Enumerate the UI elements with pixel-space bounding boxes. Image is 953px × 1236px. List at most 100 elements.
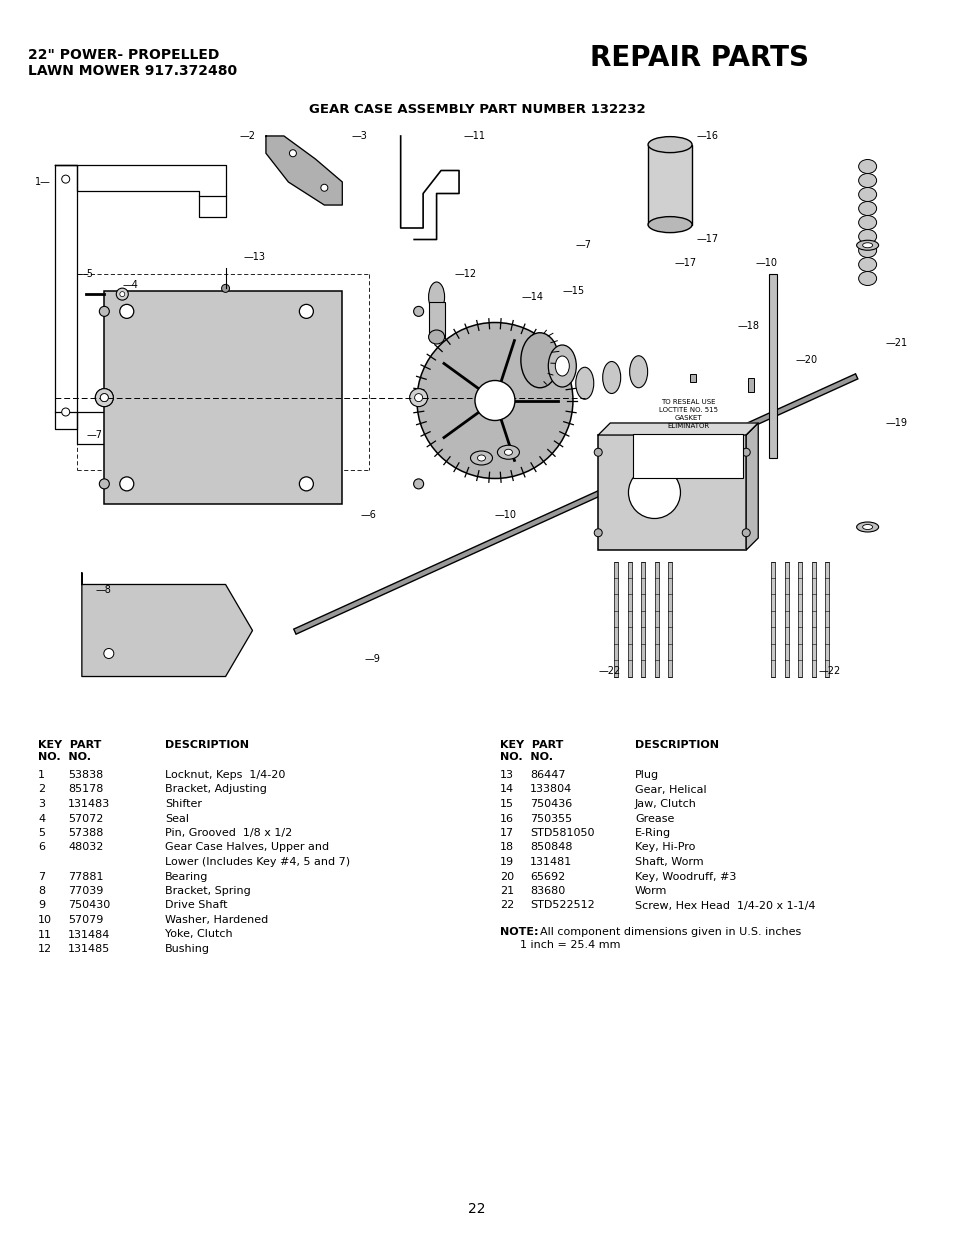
Text: Grease: Grease xyxy=(635,813,674,823)
Circle shape xyxy=(100,393,109,402)
Text: 133804: 133804 xyxy=(530,785,572,795)
Ellipse shape xyxy=(576,367,593,399)
Text: —9: —9 xyxy=(364,654,380,664)
Text: 1—: 1— xyxy=(34,177,51,187)
Text: Key, Woodruff, #3: Key, Woodruff, #3 xyxy=(635,871,736,881)
Ellipse shape xyxy=(504,449,512,455)
Text: 16: 16 xyxy=(499,813,514,823)
Text: —12: —12 xyxy=(454,269,476,279)
Text: —13: —13 xyxy=(243,252,265,262)
Text: 57388: 57388 xyxy=(68,828,103,838)
Bar xyxy=(798,561,801,676)
Text: 1: 1 xyxy=(38,770,45,780)
Text: 750430: 750430 xyxy=(68,901,111,911)
Bar xyxy=(104,292,342,504)
Text: Pin, Grooved  1/8 x 1/2: Pin, Grooved 1/8 x 1/2 xyxy=(165,828,292,838)
Ellipse shape xyxy=(647,216,691,232)
Circle shape xyxy=(475,381,515,420)
Text: 131485: 131485 xyxy=(68,944,111,954)
Text: 77039: 77039 xyxy=(68,886,103,896)
Text: TO RESEAL USE
LOCTITE NO. 515
GASKET
ELIMINATOR: TO RESEAL USE LOCTITE NO. 515 GASKET ELI… xyxy=(658,399,717,429)
Text: Shifter: Shifter xyxy=(165,798,202,810)
Text: 14: 14 xyxy=(499,785,514,795)
Circle shape xyxy=(414,307,423,316)
Text: —2: —2 xyxy=(239,131,254,141)
Text: 131483: 131483 xyxy=(68,798,111,810)
Text: Key, Hi-Pro: Key, Hi-Pro xyxy=(635,843,695,853)
Text: —4: —4 xyxy=(122,281,138,290)
Circle shape xyxy=(289,150,296,157)
Text: 7: 7 xyxy=(38,871,45,881)
Circle shape xyxy=(62,408,70,417)
Circle shape xyxy=(320,184,328,192)
Text: 57079: 57079 xyxy=(68,915,103,925)
Ellipse shape xyxy=(497,445,518,460)
Text: —3: —3 xyxy=(351,131,367,141)
Text: 22" POWER- PROPELLED: 22" POWER- PROPELLED xyxy=(28,48,219,62)
Ellipse shape xyxy=(858,201,876,215)
Bar xyxy=(689,373,695,382)
Ellipse shape xyxy=(520,332,558,388)
Ellipse shape xyxy=(602,361,620,393)
Bar xyxy=(768,274,777,459)
Bar xyxy=(747,377,753,392)
Circle shape xyxy=(416,323,573,478)
Bar xyxy=(811,561,815,676)
Text: 85178: 85178 xyxy=(68,785,103,795)
Text: 77881: 77881 xyxy=(68,871,103,881)
Circle shape xyxy=(120,477,133,491)
Ellipse shape xyxy=(428,330,444,344)
Circle shape xyxy=(116,288,128,300)
Text: —17: —17 xyxy=(674,257,696,267)
Text: Locknut, Keps  1/4-20: Locknut, Keps 1/4-20 xyxy=(165,770,285,780)
Text: Seal: Seal xyxy=(165,813,189,823)
Text: Bracket, Spring: Bracket, Spring xyxy=(165,886,251,896)
Text: GEAR CASE ASSEMBLY PART NUMBER 132232: GEAR CASE ASSEMBLY PART NUMBER 132232 xyxy=(309,103,644,116)
Circle shape xyxy=(95,388,113,407)
Circle shape xyxy=(409,388,427,407)
Ellipse shape xyxy=(858,173,876,188)
Circle shape xyxy=(741,449,749,456)
Text: NOTE:: NOTE: xyxy=(499,927,537,937)
Text: 12: 12 xyxy=(38,944,52,954)
Text: —10: —10 xyxy=(495,510,517,520)
Circle shape xyxy=(594,449,601,456)
Text: DESCRIPTION: DESCRIPTION xyxy=(165,740,249,750)
Circle shape xyxy=(62,176,70,183)
Text: 750355: 750355 xyxy=(530,813,572,823)
Text: 53838: 53838 xyxy=(68,770,103,780)
Bar xyxy=(784,561,788,676)
Circle shape xyxy=(100,393,109,402)
Text: Gear, Helical: Gear, Helical xyxy=(635,785,706,795)
Text: —19: —19 xyxy=(884,419,906,429)
Text: STD581050: STD581050 xyxy=(530,828,594,838)
Text: 6: 6 xyxy=(38,843,45,853)
Text: KEY  PART: KEY PART xyxy=(38,740,101,750)
Ellipse shape xyxy=(856,240,878,250)
Ellipse shape xyxy=(555,356,569,376)
Text: 2: 2 xyxy=(38,785,45,795)
Text: —15: —15 xyxy=(561,287,584,297)
Text: 17: 17 xyxy=(499,828,514,838)
Bar xyxy=(598,435,745,550)
Text: 3: 3 xyxy=(38,798,45,810)
Circle shape xyxy=(741,529,749,536)
Ellipse shape xyxy=(647,137,691,152)
Ellipse shape xyxy=(862,524,872,529)
Text: Lower (Includes Key #4, 5 and 7): Lower (Includes Key #4, 5 and 7) xyxy=(165,857,350,866)
Text: 57072: 57072 xyxy=(68,813,103,823)
Text: 86447: 86447 xyxy=(530,770,565,780)
Text: 22: 22 xyxy=(499,901,514,911)
Text: 4: 4 xyxy=(38,813,45,823)
Circle shape xyxy=(95,388,113,407)
Text: 1 inch = 25.4 mm: 1 inch = 25.4 mm xyxy=(519,941,619,950)
Text: 19: 19 xyxy=(499,857,514,866)
Text: 750436: 750436 xyxy=(530,798,572,810)
Text: —6: —6 xyxy=(360,510,375,520)
Text: —14: —14 xyxy=(521,292,543,302)
Polygon shape xyxy=(266,136,342,205)
Circle shape xyxy=(120,304,133,319)
Circle shape xyxy=(628,466,679,518)
Text: —7: —7 xyxy=(87,430,102,440)
Circle shape xyxy=(594,529,601,536)
